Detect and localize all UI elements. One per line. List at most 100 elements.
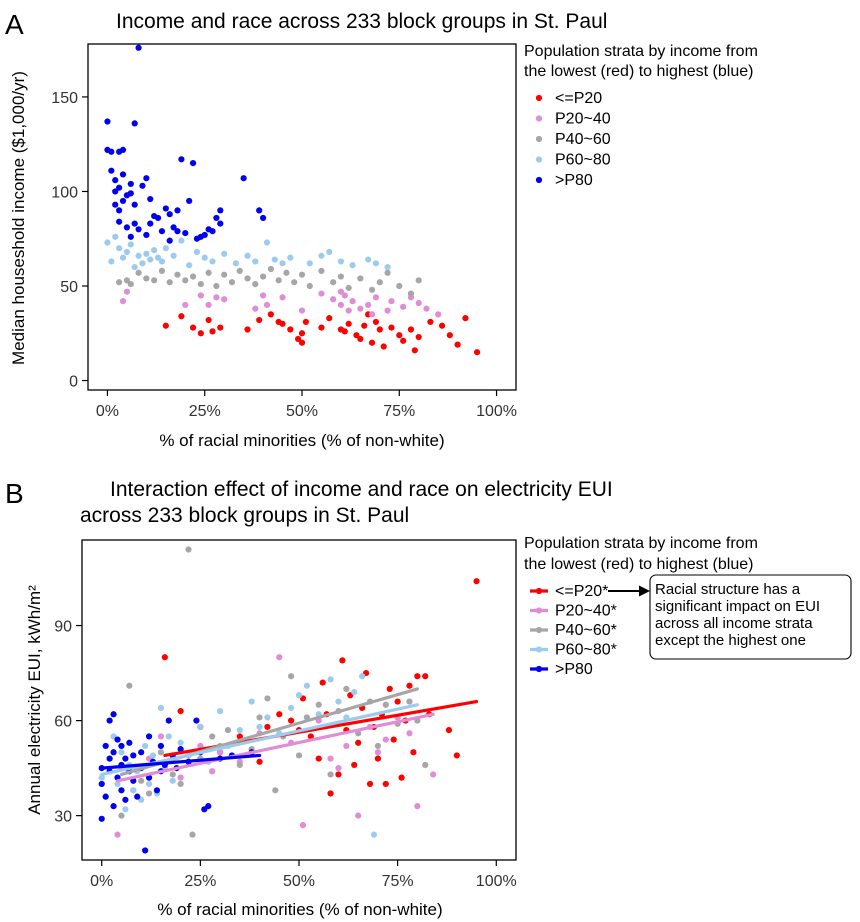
b-point-p60-80-sig-15 [157,704,165,712]
a-point-p40-60-25 [306,282,313,290]
a-x-tick-label-2: 50% [286,403,318,420]
a-point-gt-p80-0 [104,118,111,125]
a-point-le-p20-37 [438,322,446,329]
a-point-gt-p80-50 [240,175,247,182]
b-point-p20-40-sig-23 [406,730,413,737]
a-legend-label-p60-80: P60~80 [555,152,611,169]
b-point-gt-p80-9 [110,749,117,756]
a-point-p40-60-4 [143,275,150,282]
a-x-tick-label-3: 75% [383,403,415,420]
a-point-p40-60-36 [415,277,422,284]
a-point-gt-p80-21 [131,201,138,208]
b-point-p40-60-sig-15 [256,714,263,721]
b-point-gt-p80-10 [110,711,117,718]
annotation-arrow-head [639,585,650,597]
a-point-p60-80-13 [154,254,162,261]
a-point-p60-80-20 [201,254,208,261]
b-point-p20-40-sig-0 [114,831,121,838]
a-y-tick-label-3: 150 [51,90,78,107]
a-point-p60-80-33 [337,258,345,265]
panel-a-legend-title-line-1: Population strata by income from [524,43,758,60]
a-point-p20-40-6 [221,296,228,303]
a-point-gt-p80-32 [162,205,169,212]
a-point-le-p20-3 [197,330,204,337]
b-point-p40-60-sig-31 [406,698,413,705]
a-point-p60-80-9 [139,260,146,267]
b-point-le-p20-sig-36 [414,673,421,680]
b-point-p60-80-sig-6 [122,806,129,813]
a-point-p60-80-21 [209,258,216,265]
a-point-gt-p80-36 [174,207,181,214]
a-point-p40-60-5 [151,277,158,284]
annotation-line-3: across all income strata [655,615,813,632]
a-point-p40-60-9 [182,277,189,284]
b-point-p20-40-sig-15 [327,755,334,762]
panel-a-legend: Population strata by income from the low… [524,43,758,189]
a-point-gt-p80-20 [131,220,138,227]
a-point-p60-80-12 [151,246,158,254]
a-point-le-p20-4 [205,316,212,324]
panel-a-letter: A [5,9,24,40]
a-point-p60-80-27 [271,256,278,263]
annotation-line-2: significant impact on EUI [655,598,820,615]
panel-b: B Interaction effect of income and race … [5,478,852,919]
a-point-le-p20-0 [162,322,169,329]
b-point-gt-p80-30 [157,742,165,750]
b-point-le-p20-sig-29 [386,685,393,693]
a-point-le-p20-2 [189,324,197,331]
a-legend-label-p20-40: P20~40 [555,111,611,128]
a-point-le-p20-9 [267,311,274,318]
b-point-p40-60-sig-5 [169,771,176,778]
panel-b-subtitle: across 233 block groups in St. Paul [80,504,409,527]
a-point-le-p20-15 [298,330,306,337]
annotation-line-4: except the highest one [655,632,806,649]
b-point-le-p20-sig-21 [355,739,362,746]
panel-b-y-label: Annual electricity EUI, kWh/m² [25,585,44,815]
b-point-gt-p80-13 [118,787,125,794]
a-point-gt-p80-44 [201,231,208,239]
b-point-le-p20-sig-26 [374,755,382,762]
b-point-p60-80-sig-31 [295,692,303,699]
a-point-gt-p80-39 [182,229,189,237]
b-point-le-p20-sig-30 [390,736,397,743]
b-point-p60-80-sig-25 [236,726,243,734]
b-point-gt-p80-15 [118,742,125,750]
b-point-le-p20-sig-20 [351,761,358,769]
b-point-le-p20-sig-37 [422,673,429,680]
a-point-le-p20-11 [279,320,286,327]
a-point-le-p20-31 [396,332,403,339]
a-point-p20-40-5 [213,294,220,301]
b-point-p40-60-sig-22 [315,701,322,708]
b-point-p40-60-sig-12 [224,726,232,734]
a-point-gt-p80-49 [217,220,224,227]
a-point-p20-40-4 [205,301,212,309]
a-point-gt-p80-25 [143,175,150,182]
a-point-p40-60-31 [368,286,376,293]
panel-b-points [98,546,480,854]
b-point-gt-p80-2 [98,780,105,788]
panel-b-legend-title-line-1: Population strata by income from [524,535,758,552]
b-point-p60-80-sig-23 [216,707,224,715]
b-point-p60-80-sig-5 [118,749,125,756]
a-point-le-p20-6 [217,324,224,331]
b-point-p40-60-sig-8 [189,831,196,838]
a-point-p40-60-32 [376,279,383,286]
panel-b-letter: B [5,478,24,509]
b-point-p40-60-sig-13 [236,761,243,769]
panel-a-title: Income and race across 233 block groups … [116,10,607,33]
a-point-p60-80-34 [349,262,356,269]
b-point-gt-p80-6 [106,717,113,724]
b-trend-p20-40-sig [115,712,435,783]
a-point-le-p20-22 [353,332,360,339]
a-point-p60-80-0 [104,239,111,246]
a-point-p40-60-17 [244,275,251,282]
a-point-gt-p80-22 [135,44,142,51]
a-y-tick-label-1: 50 [60,279,78,296]
b-y-tick-label-2: 90 [54,619,72,636]
a-point-p20-40-16 [345,307,352,314]
b-point-gt-p80-23 [138,749,145,756]
b-point-p60-80-sig-39 [370,831,378,838]
a-point-p20-40-28 [435,311,442,318]
a-point-p60-80-1 [108,258,115,265]
b-point-p60-80-sig-18 [169,777,176,784]
